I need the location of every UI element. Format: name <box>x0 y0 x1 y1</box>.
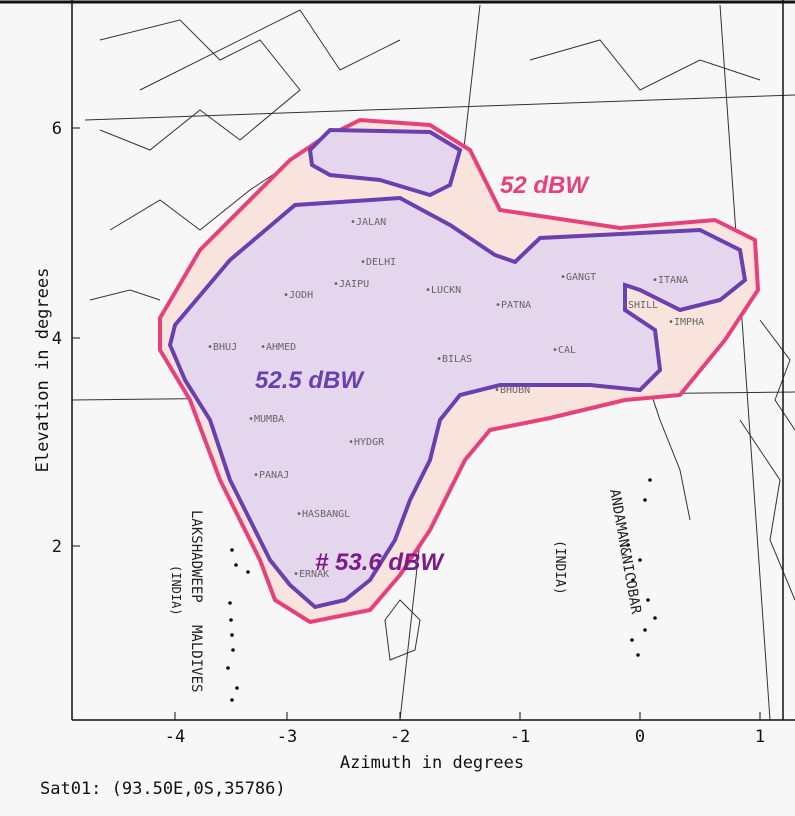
x-tick-label: 0 <box>635 727 645 747</box>
x-tick-label: -4 <box>165 727 185 747</box>
city-label: •PANAJ <box>253 470 289 481</box>
contour-label-52: 52 dBW <box>500 172 590 199</box>
x-tick-label: 1 <box>755 727 765 747</box>
island-dot <box>636 653 640 657</box>
island-dot <box>230 548 234 552</box>
island-dot <box>226 666 230 670</box>
city-label: •HASBANGL <box>296 509 350 520</box>
island-dot <box>638 558 642 562</box>
island-dots <box>226 478 657 702</box>
city-label: •IMPHA <box>668 317 704 328</box>
contour-label-52-5: 52.5 dBW <box>255 367 365 394</box>
island-dot <box>231 648 235 652</box>
city-label: •BHUBN <box>494 385 530 396</box>
city-label: •DELHI <box>360 257 396 268</box>
city-label: •AHMED <box>260 342 296 353</box>
city-label: •BILAS <box>436 354 472 365</box>
x-tick-label: -2 <box>390 727 410 747</box>
region-label-andaman-country: (INDIA) <box>552 540 567 595</box>
city-label: •BHUJ <box>207 342 237 353</box>
city-label: •HYDGR <box>348 437 385 448</box>
island-dot <box>643 498 647 502</box>
island-dot <box>228 601 232 605</box>
region-label-lakshadweep: LAKSHADWEEP <box>188 510 204 603</box>
city-label: •GANGT <box>560 272 596 283</box>
city-label: •SHILL <box>622 300 658 311</box>
island-dot <box>630 638 634 642</box>
island-dot <box>235 686 239 690</box>
city-label: •JAIPU <box>333 279 369 290</box>
y-axis-label: Elevation in degrees <box>33 268 53 473</box>
island-dot <box>646 598 650 602</box>
contour-label-53-6: # 53.6 dBW <box>315 549 445 576</box>
island-dot <box>246 570 250 574</box>
city-label: •PATNA <box>495 300 531 311</box>
city-label: •JODH <box>283 290 313 301</box>
city-label: •MUMBA <box>248 414 284 425</box>
x-tick-label: -1 <box>510 727 530 747</box>
city-label: •CAL <box>552 345 576 356</box>
city-label: •ERNAK <box>293 569 329 580</box>
city-label: •ITANA <box>652 275 688 286</box>
region-label-lakshadweep-country: (INDIA) <box>169 565 183 616</box>
island-dot <box>230 633 234 637</box>
city-label: •LUCKN <box>425 285 461 296</box>
contour-52-5dbw <box>167 195 748 610</box>
island-dot <box>229 618 233 622</box>
satellite-info: Sat01: (93.50E,0S,35786) <box>40 779 286 799</box>
island-dot <box>230 698 234 702</box>
x-tick-label: -3 <box>277 727 297 747</box>
city-label: •JALAN <box>350 217 386 228</box>
island-dot <box>653 616 657 620</box>
y-tick-label: 4 <box>52 329 62 349</box>
contour-52-5dbw-north <box>307 127 463 198</box>
island-dot <box>234 563 238 567</box>
y-tick-label: 2 <box>52 537 62 557</box>
plot-frame <box>71 0 795 721</box>
island-dot <box>631 578 635 582</box>
island-dot <box>626 543 630 547</box>
x-axis-label: Azimuth in degrees <box>340 753 524 773</box>
island-dot <box>648 478 652 482</box>
region-label-andaman-nicobar: ANDAMAN&NICOBAR <box>606 488 644 616</box>
y-tick-label: 6 <box>52 119 62 139</box>
island-dot <box>643 628 647 632</box>
region-label-maldives: MALDIVES <box>188 625 204 692</box>
